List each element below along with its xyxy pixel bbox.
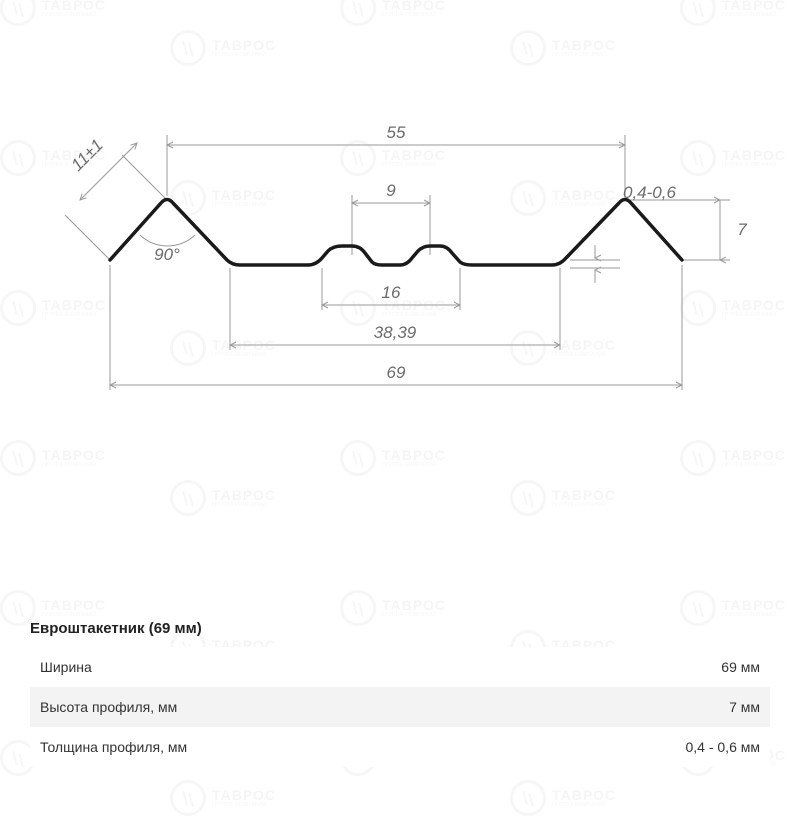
technical-diagram: 55 9 11±1 90° 0,4-0,6 7 16 38,39 69 [30,100,770,480]
dim-55: 55 [387,123,406,142]
spec-label: Ширина [40,659,92,675]
spec-table: Евроштакетник (69 мм) Ширина 69 мм Высот… [30,620,770,767]
spec-row: Высота профиля, мм 7 мм [30,687,770,727]
dim-16: 16 [382,283,401,302]
spec-value: 0,4 - 0,6 мм [685,739,760,755]
dim-90deg: 90° [154,245,180,264]
spec-label: Высота профиля, мм [40,699,177,715]
profile-path [110,200,682,266]
spec-value: 69 мм [721,659,760,675]
dim-38: 38,39 [374,323,417,342]
dimension-texts: 55 9 11±1 90° 0,4-0,6 7 16 38,39 69 [68,123,748,382]
dim-9: 9 [386,181,396,200]
dim-69: 69 [387,363,406,382]
spec-label: Толщина профиля, мм [40,739,187,755]
dim-thick: 0,4-0,6 [623,183,676,202]
dim-7: 7 [737,220,747,239]
dim-11: 11±1 [68,136,107,175]
spec-value: 7 мм [729,699,760,715]
profile-svg: 55 9 11±1 90° 0,4-0,6 7 16 38,39 69 [30,100,770,480]
spec-row: Толщина профиля, мм 0,4 - 0,6 мм [30,727,770,767]
spec-title: Евроштакетник (69 мм) [30,620,770,637]
spec-row: Ширина 69 мм [30,647,770,687]
